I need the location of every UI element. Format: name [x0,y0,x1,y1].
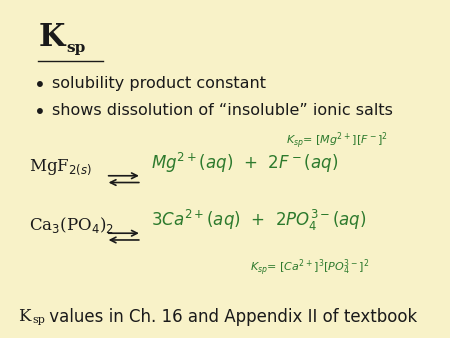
Text: MgF$_{2(s)}$: MgF$_{2(s)}$ [29,157,92,177]
Text: $3Ca^{2+}(aq)$  +  $2PO_4^{3-}(aq)$: $3Ca^{2+}(aq)$ + $2PO_4^{3-}(aq)$ [151,208,366,233]
Text: $Mg^{2+}(aq)$  +  $2F^-(aq)$: $Mg^{2+}(aq)$ + $2F^-(aq)$ [151,150,338,174]
Text: shows dissolution of “insoluble” ionic salts: shows dissolution of “insoluble” ionic s… [52,103,392,118]
Text: sp: sp [66,41,86,54]
Text: •: • [34,103,45,122]
Text: K: K [18,308,31,324]
Text: $K_{sp}$= $[Mg^{2+}][F^-]^2$: $K_{sp}$= $[Mg^{2+}][F^-]^2$ [286,130,388,151]
Text: $K_{sp}$= $[Ca^{2+}]^3[PO_4^{3-}]^2$: $K_{sp}$= $[Ca^{2+}]^3[PO_4^{3-}]^2$ [250,257,369,278]
Text: values in Ch. 16 and Appendix II of textbook: values in Ch. 16 and Appendix II of text… [44,308,417,325]
Text: K: K [38,22,65,53]
Text: solubility product constant: solubility product constant [52,76,266,91]
Text: sp: sp [33,315,46,325]
Text: •: • [34,76,45,95]
Text: Ca$_3$(PO$_4$)$_2$: Ca$_3$(PO$_4$)$_2$ [29,215,114,235]
